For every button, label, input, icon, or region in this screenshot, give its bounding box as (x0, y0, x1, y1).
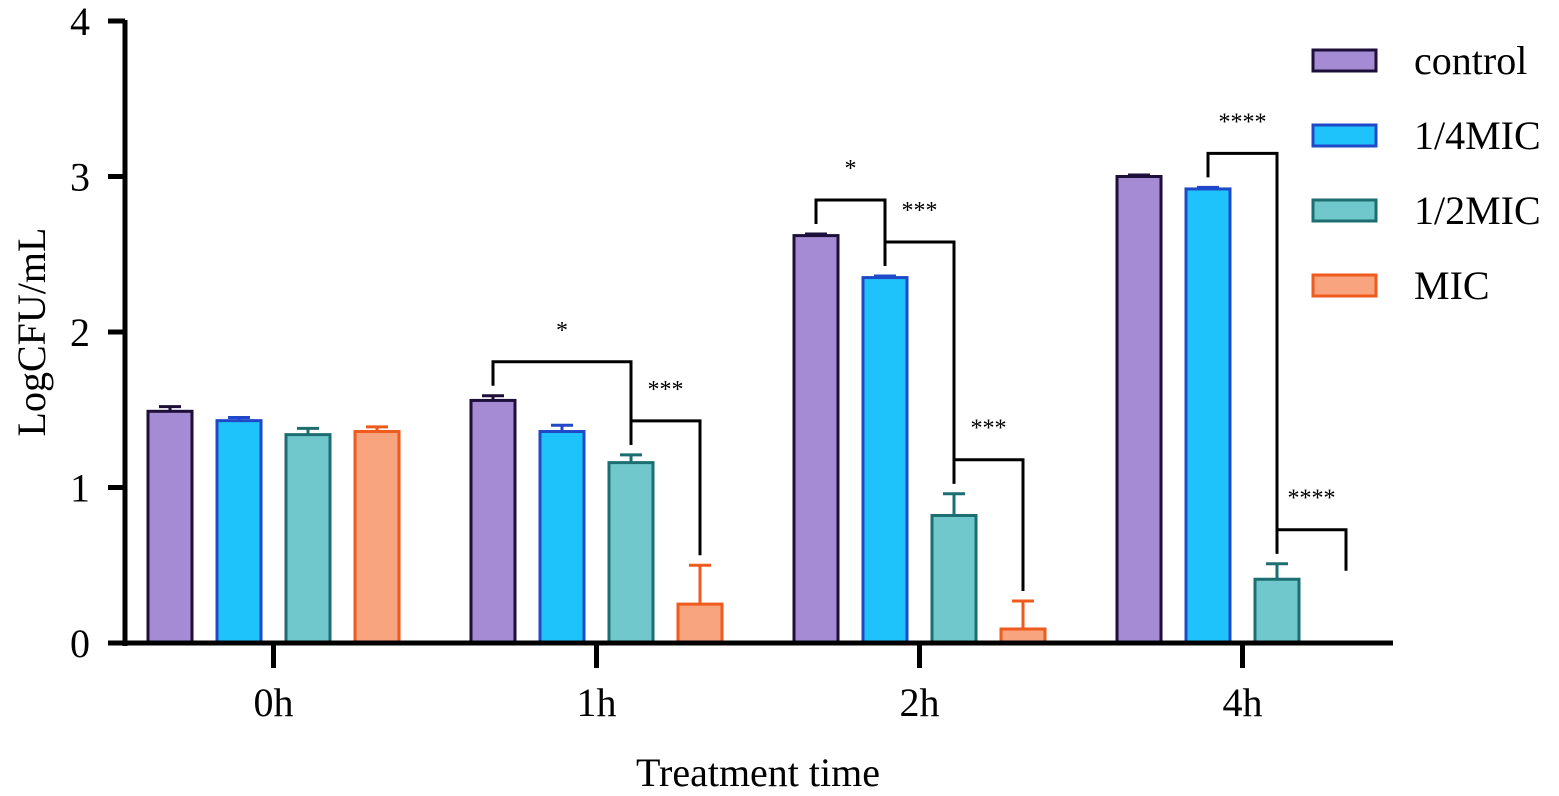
legend-swatch (1311, 48, 1378, 73)
legend-swatch (1311, 273, 1378, 298)
error-bar-0-3 (366, 425, 388, 432)
y-axis-title: LogCFU/mL (9, 228, 54, 437)
significance-bracket-line (883, 240, 956, 484)
significance-bracket-line (1275, 528, 1348, 571)
bar-3-0 (1115, 175, 1163, 645)
legend-label: control (1414, 38, 1527, 83)
y-tick-label-1: 1 (70, 466, 90, 511)
error-bar-3-2 (1266, 562, 1288, 580)
error-bar-2-0 (805, 232, 827, 236)
x-axis: 0h 1h 2h 4h (254, 643, 1263, 725)
error-bar-1-1 (551, 423, 573, 432)
bar-1-2 (607, 461, 655, 645)
error-bar-2-3 (1012, 599, 1034, 630)
bar-3-1 (1184, 187, 1232, 645)
bar-0-2 (284, 433, 332, 645)
significance-bracket-6: **** (1275, 486, 1348, 571)
error-bar-0-2 (297, 426, 319, 435)
significance-label: *** (902, 198, 938, 224)
legend: control 1/4MIC 1/2MIC MIC (1311, 38, 1541, 308)
error-bar-1-0 (482, 394, 504, 401)
x-axis-title: Treatment time (636, 750, 880, 795)
error-bar-2-1 (874, 274, 896, 278)
bar-2-0 (792, 234, 840, 645)
error-bar-3-0 (1128, 173, 1150, 177)
significance-bracket-line (629, 419, 702, 556)
significance-bracket-line (814, 198, 887, 267)
y-tick-label-4: 4 (70, 0, 90, 44)
significance-bracket-2: * (814, 156, 887, 267)
x-tick-label-0: 0h (254, 680, 294, 725)
legend-swatch (1311, 123, 1378, 148)
y-tick-label-2: 2 (70, 310, 90, 355)
bar-3-2 (1253, 577, 1301, 645)
legend-label: MIC (1414, 263, 1490, 308)
error-bar-0-1 (228, 416, 250, 421)
bar-0-0 (146, 409, 194, 645)
significance-label: * (845, 156, 857, 182)
error-bar-1-3 (689, 563, 711, 605)
error-bar-1-2 (620, 453, 642, 463)
bar-1-0 (469, 398, 517, 645)
significance-label: *** (648, 377, 684, 403)
error-bar-2-2 (943, 492, 965, 516)
significance-bracket-line (1206, 151, 1279, 554)
significance-label: *** (971, 416, 1007, 442)
significance-bracket-0: * (491, 318, 633, 445)
bar-2-1 (861, 276, 909, 645)
significance-bracket-3: *** (883, 198, 956, 484)
legend-item-2: 1/2MIC (1311, 188, 1541, 233)
significance-label: * (556, 318, 568, 344)
significance-label: **** (1219, 109, 1267, 135)
significance-bracket-line (491, 360, 633, 445)
bar-0-1 (215, 419, 263, 645)
bars-layer (146, 175, 1301, 645)
legend-label: 1/2MIC (1414, 188, 1541, 233)
legend-item-0: control (1311, 38, 1527, 83)
bar-1-3 (676, 602, 724, 645)
bar-2-2 (930, 513, 978, 645)
significance-label: **** (1288, 486, 1336, 512)
error-bar-0-0 (159, 405, 181, 412)
legend-item-3: MIC (1311, 263, 1490, 308)
bar-1-1 (538, 430, 586, 645)
legend-item-1: 1/4MIC (1311, 113, 1541, 158)
y-axis: 0 1 2 3 4 (70, 0, 125, 666)
legend-label: 1/4MIC (1414, 113, 1541, 158)
legend-swatch (1311, 198, 1378, 223)
x-tick-label-1: 1h (577, 680, 617, 725)
error-bars-layer (159, 173, 1288, 630)
error-bar-3-1 (1197, 185, 1219, 189)
significance-bracket-line (952, 458, 1025, 592)
bar-0-3 (353, 430, 401, 645)
significance-layer: ******************* (491, 109, 1348, 592)
y-tick-label-0: 0 (70, 621, 90, 666)
x-tick-label-3: 4h (1223, 680, 1263, 725)
significance-bracket-5: **** (1206, 109, 1279, 554)
significance-bracket-4: *** (952, 416, 1025, 592)
y-tick-label-3: 3 (70, 155, 90, 200)
x-tick-label-2: 2h (900, 680, 940, 725)
significance-bracket-1: *** (629, 377, 702, 556)
